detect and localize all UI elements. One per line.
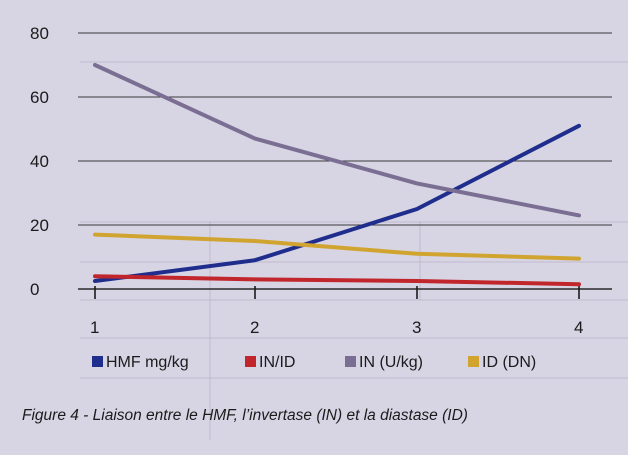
x-axis: 1 2 3 4 (90, 286, 583, 337)
y-tick-label-80: 80 (30, 24, 49, 43)
series-line-hmf-mg-kg (93, 123, 581, 283)
y-tick-label-40: 40 (30, 152, 49, 171)
y-axis: 0 20 40 60 80 (30, 24, 49, 299)
gridlines (78, 32, 612, 290)
legend-label-id-dn: ID (DN) (482, 354, 536, 371)
legend: HMF mg/kg IN/ID IN (U/kg) ID (DN) (92, 354, 536, 371)
x-tick-label-1: 1 (90, 318, 99, 337)
x-tick-label-4: 4 (574, 318, 583, 337)
series-line-in-id (93, 274, 581, 287)
y-tick-label-60: 60 (30, 88, 49, 107)
y-tick-label-0: 0 (30, 280, 39, 299)
legend-swatch-in-u-kg (345, 356, 356, 367)
legend-label-in-id: IN/ID (259, 354, 295, 371)
series-lines (93, 63, 581, 287)
legend-swatch-hmf-mg-kg (92, 356, 103, 367)
series-line-in-u-kg (93, 63, 581, 218)
show-through-background (80, 61, 628, 440)
legend-label-in-u-kg: IN (U/kg) (359, 354, 423, 371)
x-tick-label-2: 2 (250, 318, 259, 337)
legend-swatch-id-dn (468, 356, 479, 367)
legend-label-hmf-mg-kg: HMF mg/kg (106, 354, 189, 371)
figure-caption: Figure 4 - Liaison entre le HMF, l’inver… (22, 407, 468, 424)
series-line-id-dn (93, 232, 581, 261)
y-tick-label-20: 20 (30, 216, 49, 235)
legend-swatch-in-id (245, 356, 256, 367)
x-tick-label-3: 3 (412, 318, 421, 337)
